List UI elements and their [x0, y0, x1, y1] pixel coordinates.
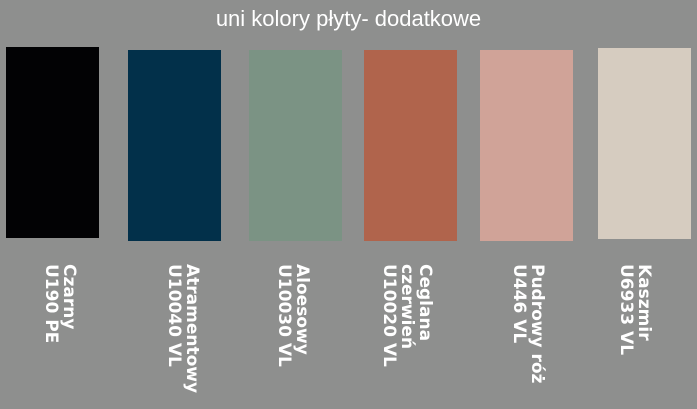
swatch-name: Czarny [59, 264, 79, 330]
swatch-label: Pudrowy róż U446 VL [509, 264, 547, 384]
color-swatch [480, 50, 573, 241]
swatch-code: U10040 VL [164, 264, 184, 367]
swatch-label: Czarny U190 PE [41, 264, 79, 344]
swatch-name: Kaszmir [634, 264, 654, 341]
swatch-code: U6933 VL [616, 264, 636, 356]
color-swatch [364, 50, 457, 241]
swatch-name: Ceglana czerwień [397, 264, 435, 350]
swatch-code: U446 VL [509, 264, 529, 344]
swatch-label: Kaszmir U6933 VL [616, 264, 654, 356]
color-swatch [6, 47, 99, 238]
color-swatch [598, 48, 691, 239]
swatch-name: Atramentowy [182, 264, 202, 394]
swatch-label: Aloesowy U10030 VL [274, 264, 312, 367]
color-swatch [249, 50, 342, 241]
swatch-name: Aloesowy [292, 264, 312, 355]
page-title: uni kolory płyty- dodatkowe [215, 6, 482, 31]
swatch-code: U10020 VL [379, 264, 399, 367]
swatch-code: U190 PE [41, 264, 61, 344]
swatch-code: U10030 VL [274, 264, 294, 367]
color-swatch [128, 50, 221, 241]
swatch-name: Pudrowy róż [527, 264, 547, 384]
swatch-label: Atramentowy U10040 VL [164, 264, 202, 394]
swatch-label: Ceglana czerwień U10020 VL [379, 264, 435, 367]
